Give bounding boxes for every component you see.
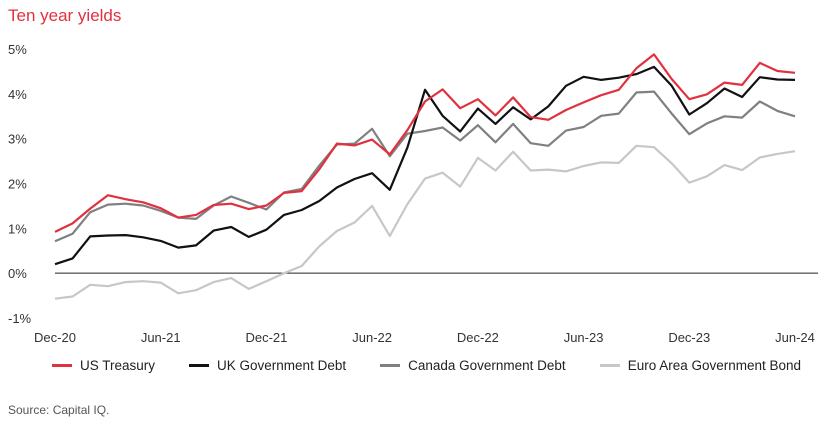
y-tick-label: 3% [8, 132, 27, 147]
x-tick-label: Jun-24 [775, 330, 815, 345]
x-tick-label: Jun-23 [564, 330, 604, 345]
x-tick-label: Jun-22 [352, 330, 392, 345]
y-tick-label: 0% [8, 266, 27, 281]
legend: US Treasury UK Government Debt Canada Go… [52, 358, 801, 373]
legend-label: Euro Area Government Bond [627, 358, 802, 373]
legend-label: Canada Government Debt [408, 358, 566, 373]
chart-title: Ten year yields [8, 6, 122, 25]
legend-item-uk-government-debt: UK Government Debt [189, 358, 346, 373]
x-tick-label: Dec-22 [457, 330, 499, 345]
series-lines [54, 53, 796, 300]
series-line-euro-area-government-bond [54, 144, 796, 300]
y-tick-label: 1% [8, 221, 27, 236]
y-tick-label: 4% [8, 87, 27, 102]
y-tick-label: 5% [8, 42, 27, 57]
legend-swatch [380, 364, 401, 367]
y-tick-label: 2% [8, 177, 27, 192]
legend-swatch [599, 364, 620, 367]
x-tick-label: Dec-23 [668, 330, 710, 345]
legend-item-euro-area-government-bond: Euro Area Government Bond [599, 358, 802, 373]
legend-swatch [52, 364, 72, 367]
x-tick-label: Jun-21 [141, 330, 181, 345]
legend-item-canada-government-debt: Canada Government Debt [380, 358, 566, 373]
legend-label: UK Government Debt [217, 358, 347, 373]
series-line-canada-government-debt [54, 90, 796, 243]
series-line-uk-government-debt [54, 65, 796, 266]
series-line-us-treasury [54, 53, 796, 233]
x-tick-label: Dec-21 [245, 330, 287, 345]
y-axis-ticks: -1% 0% 1% 2% 3% 4% 5% [8, 42, 32, 326]
y-tick-label: -1% [8, 311, 32, 326]
legend-swatch [189, 364, 210, 367]
legend-label: US Treasury [80, 358, 156, 373]
line-chart: -1% 0% 1% 2% 3% 4% 5% Dec-20 Jun-21 Dec-21 Jun-22… [8, 42, 818, 345]
source-note: Source: Capital IQ. [8, 403, 110, 417]
legend-item-us-treasury: US Treasury [52, 358, 155, 373]
x-axis-ticks: Dec-20 Jun-21 Dec-21 Jun-22 Dec-22 Jun-23 Dec-… [34, 330, 815, 345]
x-tick-label: Dec-20 [34, 330, 76, 345]
